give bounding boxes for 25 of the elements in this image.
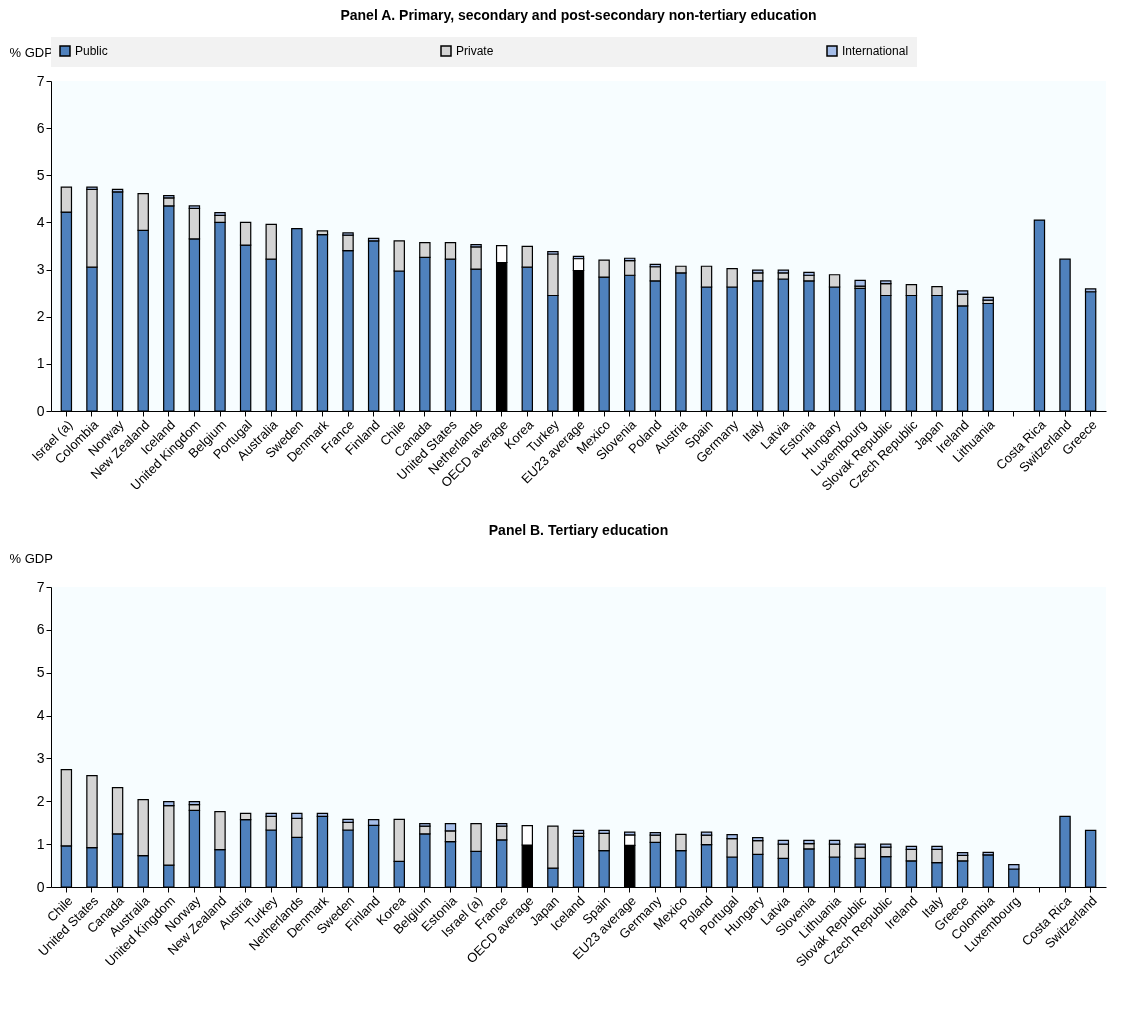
legend-label: International — [842, 44, 909, 58]
y-tick-label: 1 — [36, 835, 45, 852]
y-tick-label: 6 — [36, 119, 45, 136]
y-tick-label: 0 — [36, 402, 45, 419]
y-axis-title: % GDP — [9, 550, 53, 566]
bar — [854, 279, 866, 287]
bar — [982, 296, 994, 301]
y-tick-label: 5 — [36, 166, 45, 183]
y-tick-label: 3 — [36, 749, 45, 766]
chart-title: Panel A. Primary, secondary and post-secondary non-tertiary education — [340, 7, 817, 23]
y-tick-label: 5 — [36, 664, 45, 681]
y-axis-title: % GDP — [9, 44, 53, 60]
y-tick-label: 4 — [36, 213, 45, 230]
chart-title: Panel B. Tertiary education — [488, 522, 669, 538]
y-tick-label: 4 — [36, 707, 45, 724]
y-tick-label: 0 — [36, 878, 45, 895]
y-tick-label: 7 — [36, 578, 45, 595]
y-tick-label: 1 — [36, 355, 45, 372]
y-tick-label: 2 — [36, 792, 45, 809]
legend-label: Private — [456, 44, 494, 58]
legend-label: Public — [75, 44, 108, 58]
y-tick-label: 3 — [36, 261, 45, 278]
y-tick-label: 6 — [36, 621, 45, 638]
y-tick-label: 7 — [36, 72, 45, 89]
y-tick-label: 2 — [36, 308, 45, 325]
